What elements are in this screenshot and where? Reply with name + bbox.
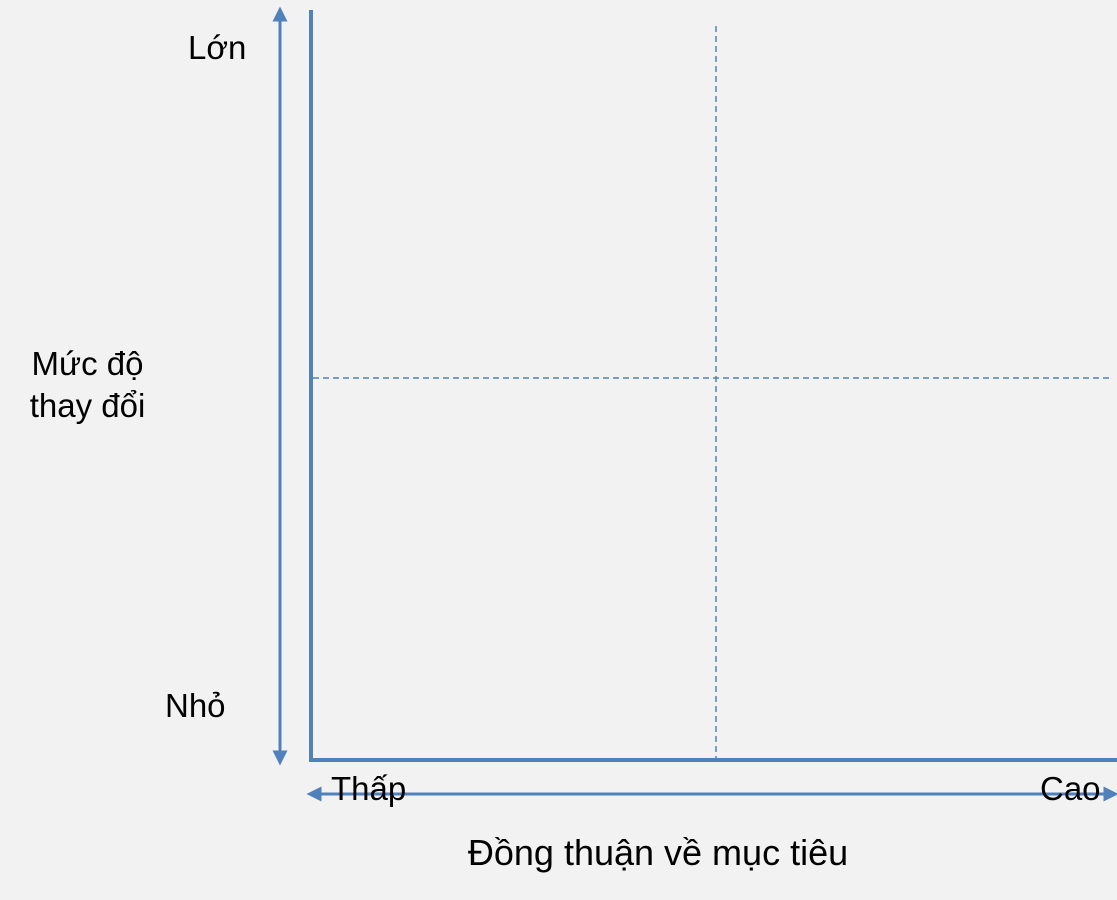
x-low-label: Thấp (331, 770, 407, 807)
y-axis-title: Mức độ thay đổi (0, 343, 175, 427)
y-axis-title-line1: Mức độ (31, 345, 144, 382)
y-axis-title-line2: thay đổi (29, 387, 146, 424)
x-high-label: Cao (1040, 770, 1101, 807)
y-low-label: Nhỏ (165, 687, 226, 724)
x-axis-title: Đồng thuận về mục tiêu (467, 832, 849, 873)
y-high-label: Lớn (188, 29, 247, 66)
